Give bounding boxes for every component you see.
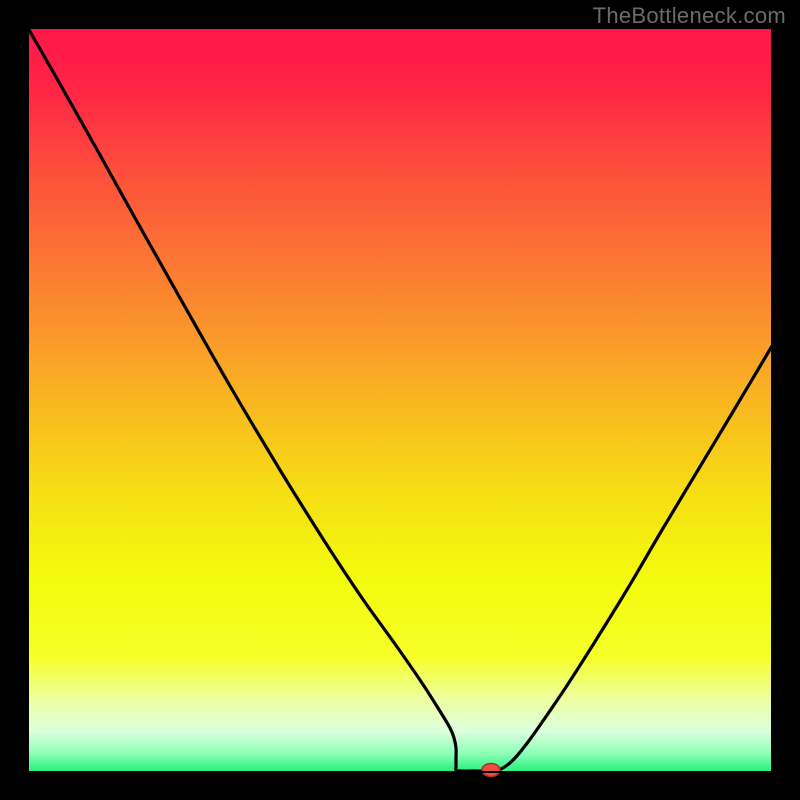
chart-svg bbox=[0, 0, 800, 800]
optimal-point-marker bbox=[482, 764, 500, 777]
bottleneck-chart: TheBottleneck.com bbox=[0, 0, 800, 800]
plot-background bbox=[28, 28, 772, 772]
watermark-text: TheBottleneck.com bbox=[593, 3, 786, 29]
